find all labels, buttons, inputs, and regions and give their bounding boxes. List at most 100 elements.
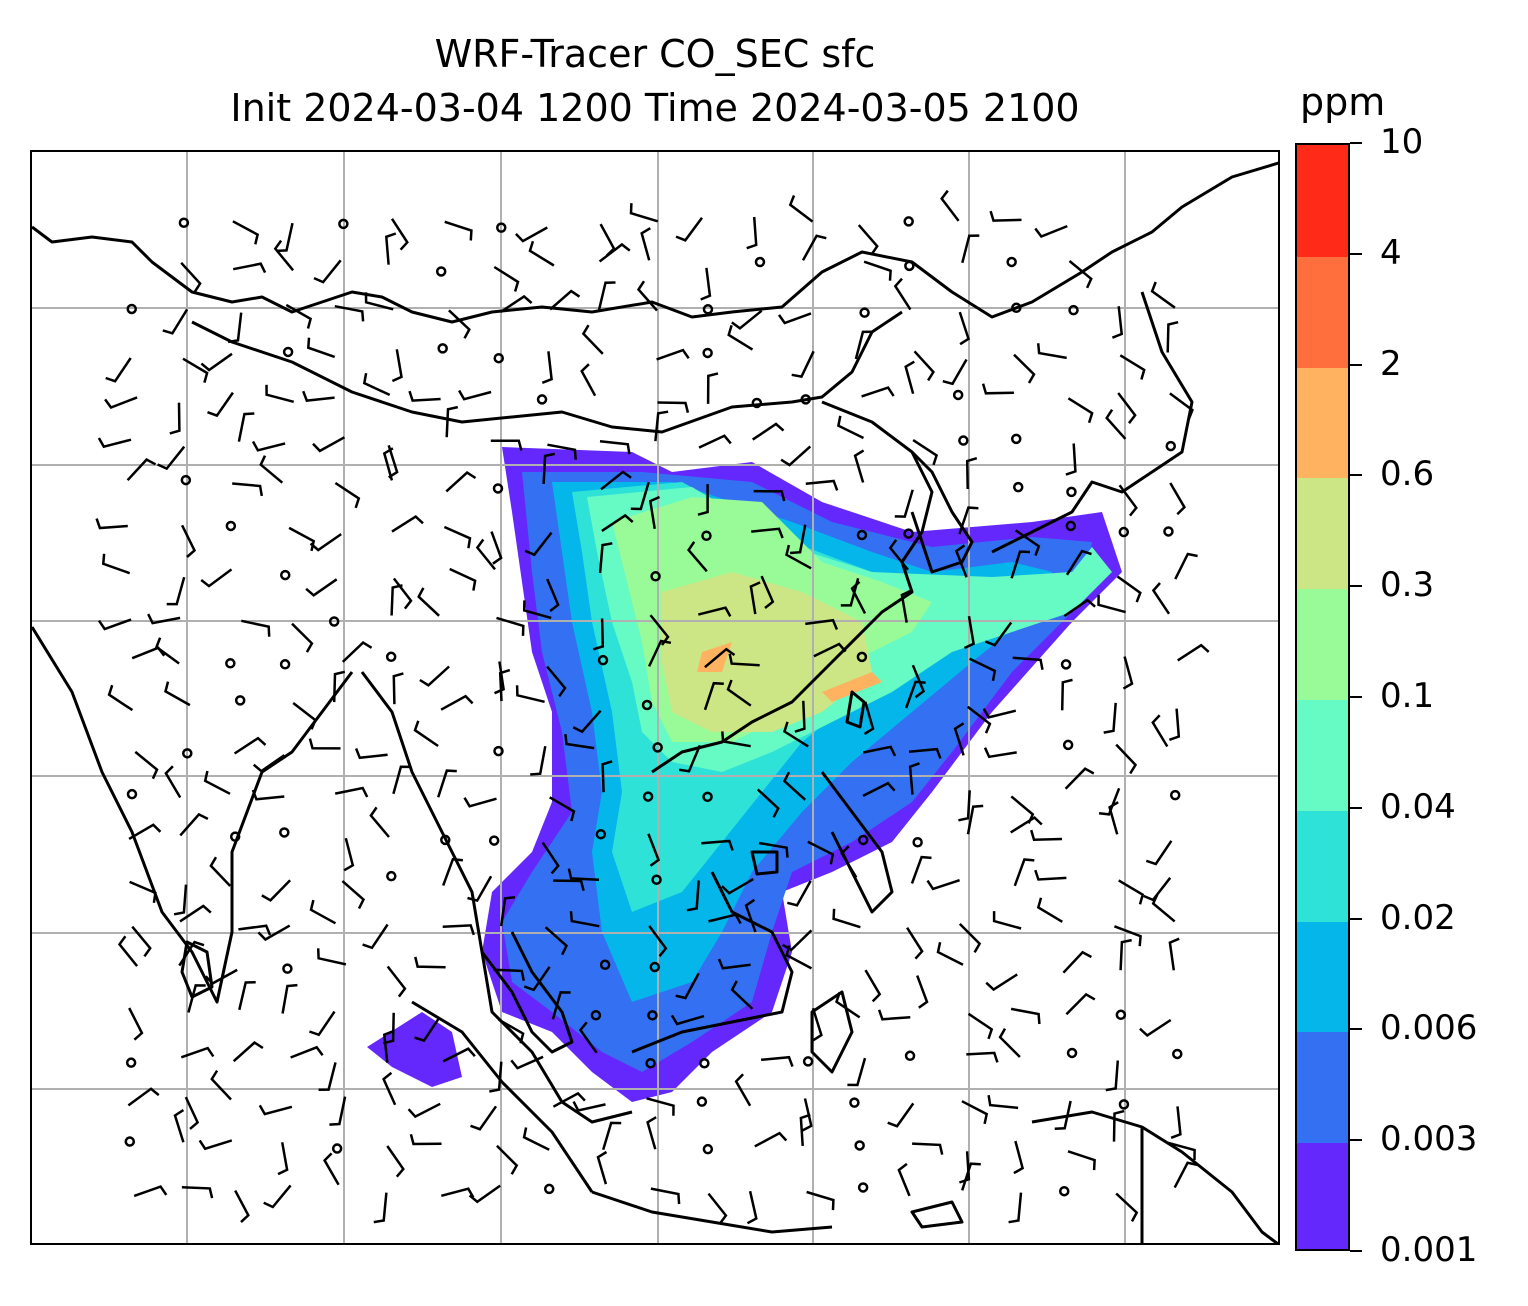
calm-wind-circle: [178, 217, 190, 228]
wind-barb: [987, 1095, 1019, 1110]
wind-barb: [334, 481, 361, 509]
wind-barbs: [95, 189, 1210, 1225]
coastline-timor: [910, 1200, 964, 1229]
wind-barb: [708, 913, 742, 925]
coastline-hainan: [750, 850, 779, 876]
wind-barb: [783, 721, 809, 748]
calm-wind-circle: [229, 831, 241, 842]
wind-barb: [343, 837, 355, 872]
wind-barb: [894, 489, 914, 518]
wind-barb: [670, 1014, 705, 1026]
wind-barb: [1118, 879, 1145, 905]
wind-barb: [290, 1045, 324, 1059]
coastline-taiwan: [845, 690, 866, 729]
wind-barb: [1098, 787, 1121, 816]
calm-wind-circle: [651, 874, 662, 885]
wind-barb: [117, 935, 139, 967]
colorbar-tick-label: 0.02: [1380, 897, 1456, 938]
colorbar-tick-label: 0.006: [1380, 1008, 1478, 1049]
wind-barb: [1174, 552, 1198, 580]
wind-barb: [258, 1104, 293, 1116]
wind-barb: [780, 445, 812, 467]
wind-barb: [443, 525, 472, 549]
wind-barb: [1169, 392, 1194, 420]
wind-barb: [341, 880, 366, 910]
wind-barb: [888, 539, 909, 571]
wind-barb: [308, 738, 341, 750]
wind-barb: [157, 445, 186, 471]
wind-barb: [232, 482, 264, 497]
wind-barb: [180, 524, 197, 558]
wind-barb: [686, 880, 700, 912]
calm-wind-circle: [338, 218, 349, 230]
wind-barb: [273, 239, 295, 272]
wind-barb: [567, 868, 600, 881]
wind-barb: [496, 1144, 519, 1175]
wind-barb: [940, 189, 960, 222]
wind-barb: [147, 613, 181, 625]
wind-barb: [984, 621, 1013, 647]
wind-barb: [654, 410, 669, 442]
colorbar-tick: [1350, 585, 1362, 588]
wind-barb: [209, 856, 232, 887]
wind-barb: [1113, 925, 1142, 947]
wind-barb: [232, 1041, 264, 1063]
colorbar-tick-label: 0.003: [1380, 1119, 1478, 1160]
wind-barb: [510, 1055, 544, 1070]
wind-barb: [863, 260, 892, 281]
colorbar-segment: [1297, 366, 1348, 479]
wind-barb: [967, 1012, 994, 1040]
coastline-malay-peninsula: [480, 931, 574, 1054]
calm-wind-circle: [1006, 256, 1017, 268]
wind-barb: [861, 386, 895, 398]
wind-barb: [154, 637, 180, 665]
wind-barb: [169, 402, 181, 435]
wind-barb: [811, 1007, 823, 1042]
calm-wind-circle: [1118, 1099, 1130, 1110]
wind-barb: [530, 745, 547, 776]
wind-barb: [863, 701, 875, 735]
calm-wind-circle: [180, 474, 192, 486]
wind-barb: [105, 357, 132, 383]
wind-barb: [306, 337, 336, 359]
wind-barb: [966, 804, 984, 835]
coastline-sri-lanka: [180, 940, 214, 999]
wind-barb: [777, 312, 812, 325]
wind-barb: [522, 1127, 550, 1151]
wind-barb: [1064, 767, 1095, 790]
coastline-new-guinea: [1031, 1110, 1278, 1243]
wind-barb: [547, 443, 577, 460]
wind-barb: [598, 542, 613, 574]
wind-barb: [1112, 1109, 1125, 1142]
calm-wind-circle: [124, 1136, 136, 1147]
wind-barb: [1170, 1106, 1182, 1139]
wind-barb: [252, 754, 286, 773]
colorbar-tick-label: 0.1: [1380, 676, 1435, 716]
map-panel[interactable]: [30, 150, 1280, 1245]
wind-barb: [128, 823, 162, 840]
wind-barb: [265, 384, 295, 404]
wind-barb: [910, 855, 932, 884]
colorbar-segment: [1297, 588, 1348, 700]
wind-barb: [198, 1139, 233, 1151]
wind-barb: [1065, 992, 1096, 1016]
wind-barb: [900, 589, 912, 623]
colorbar-tick: [1350, 252, 1362, 255]
wind-barb: [1065, 443, 1077, 476]
wind-barb: [648, 495, 661, 529]
tracer-band-0.6: [697, 642, 882, 702]
wind-barb: [707, 1192, 728, 1225]
wind-barb: [754, 1131, 788, 1148]
wind-barb: [1068, 260, 1093, 289]
wind-barb: [187, 984, 206, 1013]
wind-barb: [697, 606, 732, 618]
wind-barb: [697, 484, 709, 516]
wind-barb: [493, 661, 505, 695]
calm-wind-circle: [856, 529, 868, 541]
wind-barb: [458, 389, 492, 401]
calm-wind-circle: [652, 742, 663, 753]
calm-wind-circle: [1066, 486, 1077, 498]
wind-barb: [1151, 714, 1169, 748]
wind-barb: [657, 401, 690, 414]
calm-wind-circle: [1011, 302, 1022, 314]
